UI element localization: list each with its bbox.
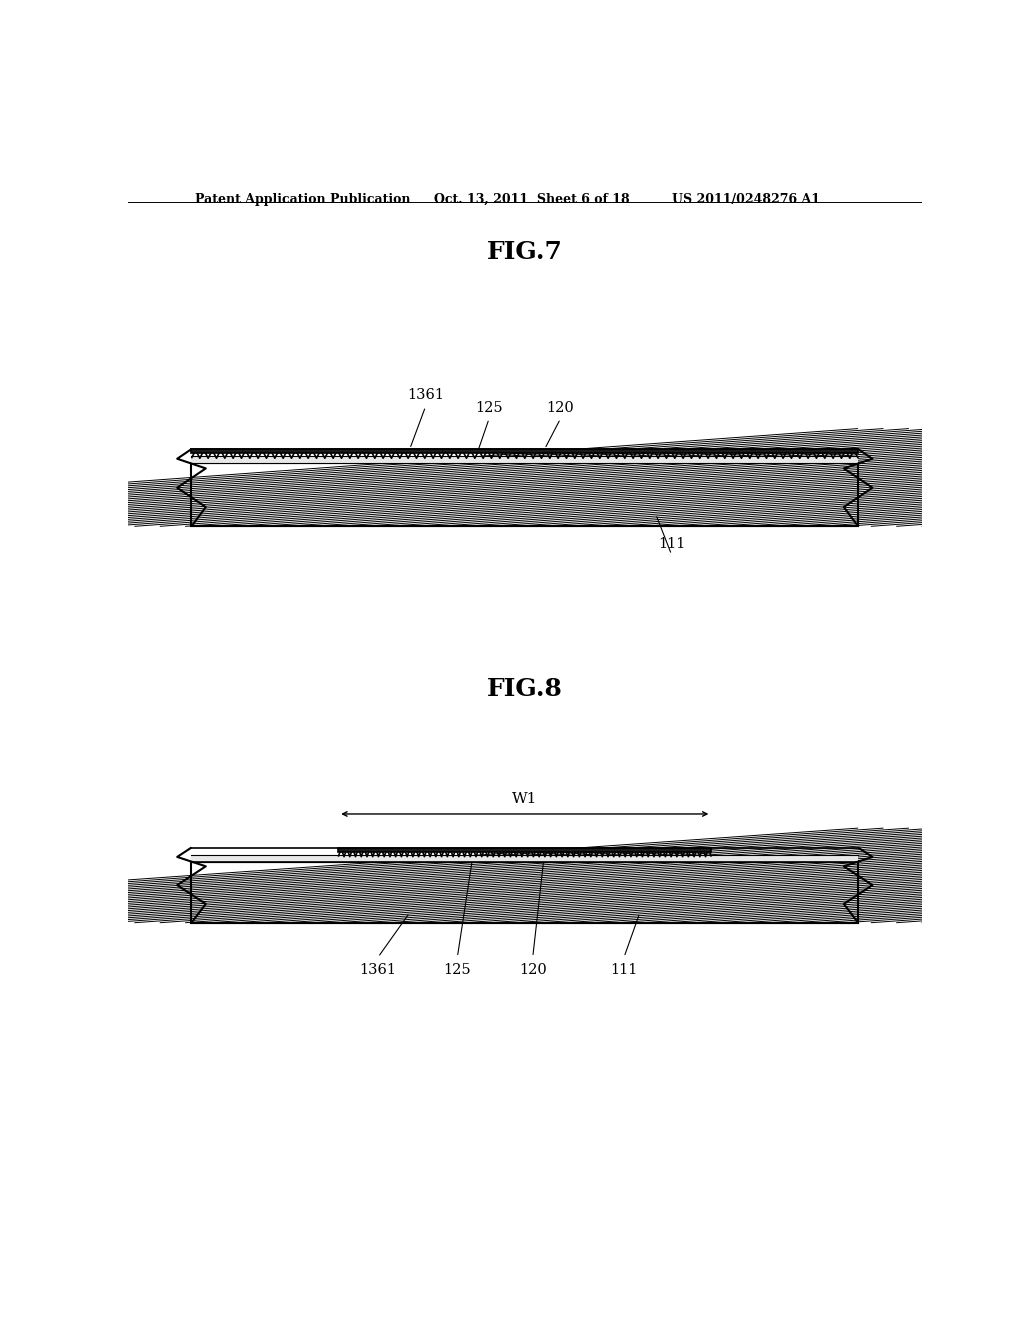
Bar <box>191 449 858 453</box>
Text: 125: 125 <box>475 400 503 414</box>
Text: 125: 125 <box>443 964 471 977</box>
Text: 120: 120 <box>547 400 574 414</box>
Text: Patent Application Publication: Patent Application Publication <box>196 193 411 206</box>
Bar <box>338 847 712 851</box>
Text: 111: 111 <box>610 964 638 977</box>
Text: 120: 120 <box>519 964 547 977</box>
Bar <box>191 457 858 463</box>
Bar <box>191 854 858 862</box>
Text: 1361: 1361 <box>359 964 396 977</box>
Bar <box>191 463 858 527</box>
Text: W1: W1 <box>512 792 538 805</box>
Text: 1361: 1361 <box>408 388 444 403</box>
Bar <box>191 463 858 527</box>
Text: FIG.8: FIG.8 <box>486 677 563 701</box>
Text: FIG.7: FIG.7 <box>486 240 563 264</box>
Text: US 2011/0248276 A1: US 2011/0248276 A1 <box>672 193 819 206</box>
Bar <box>191 862 858 923</box>
Text: 111: 111 <box>658 537 685 550</box>
Text: Oct. 13, 2011  Sheet 6 of 18: Oct. 13, 2011 Sheet 6 of 18 <box>433 193 629 206</box>
Bar <box>191 862 858 923</box>
